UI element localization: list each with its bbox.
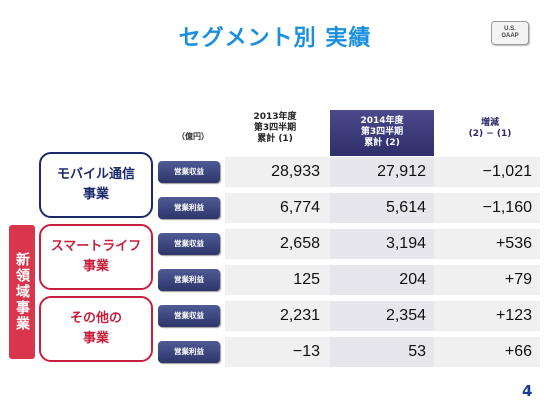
badge-line-2: GAAP: [501, 33, 519, 39]
value-2013: 6,774: [279, 199, 320, 216]
unit-label: （億円）: [177, 132, 209, 141]
segment-mobile-line-2: 事業: [82, 187, 109, 202]
col-2013-line-3: 累計 (1): [257, 134, 293, 144]
table-row-band: [225, 301, 540, 331]
col-2013-line-2: 第3四半期: [253, 123, 297, 133]
value-2014: 5,614: [385, 199, 426, 216]
col-2013-line-1: 2013年度: [253, 112, 297, 122]
metric-label: 営業利益: [158, 341, 220, 363]
column-header-2013: 2013年度 第3四半期 累計 (1): [225, 110, 325, 156]
col-2014-line-1: 2014年度: [360, 116, 404, 126]
value-2014: 27,912: [377, 163, 426, 180]
col-change-line-1: 増減: [480, 118, 499, 128]
value-2014: 2,354: [385, 307, 426, 324]
badge-line-1: U.S.: [504, 26, 516, 32]
new-domain-label: 新領域事業: [9, 225, 35, 359]
table-row-band: [225, 193, 540, 223]
value-2013: 2,231: [279, 307, 320, 324]
metric-label: 営業利益: [158, 197, 220, 219]
value-2013: 2,658: [279, 235, 320, 252]
segment-smart-life-line-1: スマートライフ: [50, 239, 142, 254]
table-row-band: [225, 157, 540, 187]
segment-other-line-2: 事業: [82, 331, 109, 346]
value-change: +536: [495, 235, 532, 252]
value-2013: 28,933: [271, 163, 320, 180]
value-2013: −13: [292, 343, 320, 360]
value-2014: 53: [408, 343, 426, 360]
slide-title: セグメント別 実績: [178, 26, 372, 51]
value-change: +79: [504, 271, 532, 288]
value-change: +66: [504, 343, 532, 360]
metric-label: 営業収益: [158, 233, 220, 255]
segment-other: その他の 事業: [39, 296, 153, 362]
table-row-band: [225, 265, 540, 295]
table-row-band: [225, 337, 540, 367]
metric-label: 営業利益: [158, 269, 220, 291]
segment-smart-life: スマートライフ 事業: [39, 224, 153, 290]
column-header-change: 増減 (2) − (1): [440, 110, 540, 156]
col-2014-line-2: 第3四半期: [360, 127, 404, 137]
segment-mobile-line-1: モバイル通信: [56, 167, 135, 182]
segment-mobile: モバイル通信 事業: [39, 152, 153, 218]
page-number: 4: [522, 382, 533, 400]
col-2014-line-3: 累計 (2): [364, 138, 400, 148]
value-2013: 125: [293, 271, 320, 288]
column-header-2014: 2014年度 第3四半期 累計 (2): [330, 110, 434, 156]
col-change-line-2: (2) − (1): [468, 129, 512, 139]
segment-other-line-1: その他の: [69, 311, 122, 326]
metric-label: 営業収益: [158, 305, 220, 327]
value-change: −1,160: [482, 199, 532, 216]
segment-smart-life-line-2: 事業: [82, 259, 109, 274]
value-change: +123: [495, 307, 532, 324]
value-change: −1,021: [482, 163, 532, 180]
us-gaap-badge: U.S. GAAP: [491, 21, 529, 45]
value-2014: 3,194: [385, 235, 426, 252]
value-2014: 204: [399, 271, 426, 288]
table-row-band: [225, 229, 540, 259]
metric-label: 営業収益: [158, 161, 220, 183]
